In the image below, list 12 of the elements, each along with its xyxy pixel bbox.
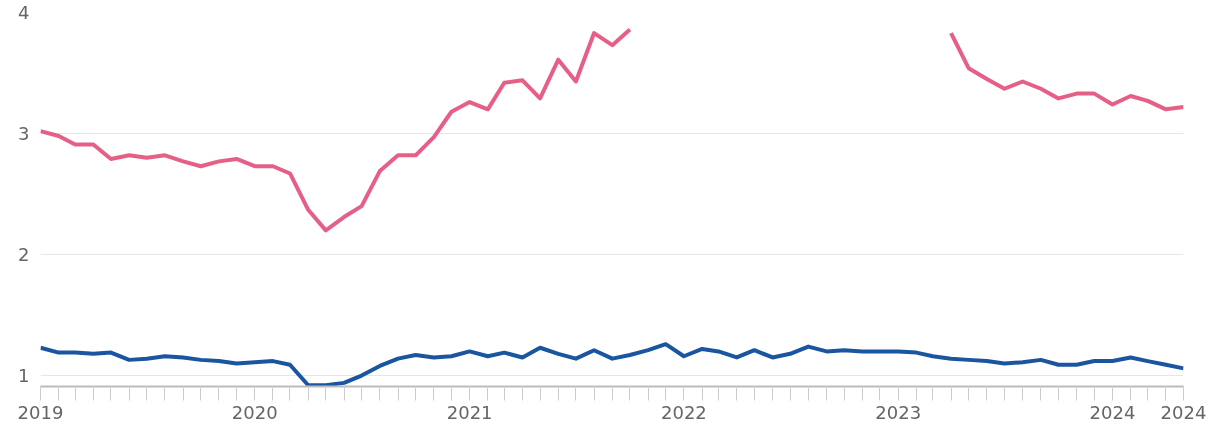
x-tick-label: 2019 [17,401,64,423]
line-series [40,342,1184,387]
x-tick-label: 2020 [231,401,278,423]
x-tick-label: 2022 [661,401,707,423]
x-tick-label: 2024 [1160,401,1207,423]
y-tick-label: 3 [18,123,30,145]
y-tick-label: 4 [18,2,30,23]
x-tick-label: 2021 [446,401,493,423]
y-tick-label: 1 [18,365,30,387]
x-tick-label: 2024 [1089,401,1136,423]
y-tick-label: 2 [18,244,30,266]
x-tick-label: 2023 [875,401,922,423]
